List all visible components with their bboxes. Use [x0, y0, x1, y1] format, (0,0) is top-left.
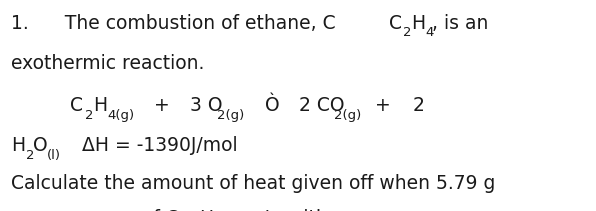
Text: 3 O: 3 O: [190, 96, 222, 115]
Text: O: O: [33, 136, 48, 155]
Text: C: C: [70, 96, 83, 115]
Text: Ò: Ò: [265, 96, 280, 115]
Text: +: +: [375, 96, 391, 115]
Text: +: +: [154, 96, 169, 115]
Text: 2(g): 2(g): [334, 109, 361, 122]
Text: H: H: [199, 209, 213, 211]
Text: 2: 2: [403, 26, 412, 39]
Text: 2 CO: 2 CO: [299, 96, 344, 115]
Text: 2(g): 2(g): [217, 109, 244, 122]
Text: H: H: [93, 96, 107, 115]
Text: (l): (l): [47, 149, 61, 162]
Text: 4(g): 4(g): [107, 109, 135, 122]
Text: Calculate the amount of heat given off when 5.79 g: Calculate the amount of heat given off w…: [11, 174, 495, 193]
Text: 2: 2: [85, 109, 94, 122]
Text: , is an: , is an: [432, 14, 488, 33]
Text: 4: 4: [425, 26, 433, 39]
Text: 2: 2: [26, 149, 34, 162]
Text: 2: 2: [413, 96, 425, 115]
Text: H: H: [11, 136, 25, 155]
Text: of C: of C: [142, 209, 179, 211]
Text: reacts with excess oxygen.: reacts with excess oxygen.: [218, 209, 477, 211]
Text: 1.      The combustion of ethane, C: 1. The combustion of ethane, C: [11, 14, 336, 33]
Text: C: C: [389, 14, 402, 33]
Text: H: H: [411, 14, 426, 33]
Text: exothermic reaction.: exothermic reaction.: [11, 54, 204, 73]
Text: ΔH = -1390J/mol: ΔH = -1390J/mol: [70, 136, 238, 155]
